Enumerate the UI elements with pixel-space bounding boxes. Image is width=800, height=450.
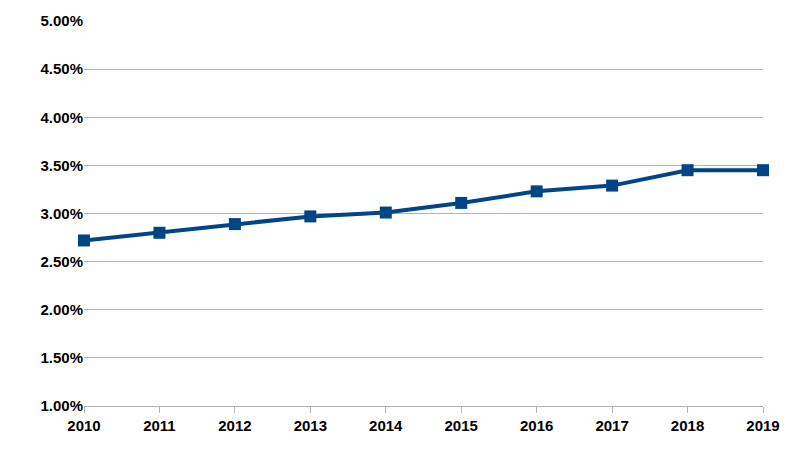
svg-text:3.00%: 3.00% — [40, 205, 83, 222]
svg-text:1.00%: 1.00% — [40, 397, 83, 414]
svg-text:2017: 2017 — [595, 417, 628, 434]
svg-text:2015: 2015 — [445, 417, 478, 434]
svg-text:1.50%: 1.50% — [40, 349, 83, 366]
svg-text:2016: 2016 — [520, 417, 553, 434]
svg-text:2012: 2012 — [218, 417, 251, 434]
svg-text:2010: 2010 — [67, 417, 100, 434]
svg-text:2.50%: 2.50% — [40, 253, 83, 270]
svg-text:3.50%: 3.50% — [40, 157, 83, 174]
svg-text:2.00%: 2.00% — [40, 301, 83, 318]
svg-text:2014: 2014 — [369, 417, 403, 434]
svg-text:2019: 2019 — [746, 417, 779, 434]
svg-text:4.00%: 4.00% — [40, 109, 83, 126]
svg-text:5.00%: 5.00% — [40, 12, 83, 29]
svg-text:4.50%: 4.50% — [40, 60, 83, 77]
svg-text:2011: 2011 — [143, 417, 176, 434]
svg-text:2013: 2013 — [294, 417, 327, 434]
svg-text:2018: 2018 — [671, 417, 704, 434]
